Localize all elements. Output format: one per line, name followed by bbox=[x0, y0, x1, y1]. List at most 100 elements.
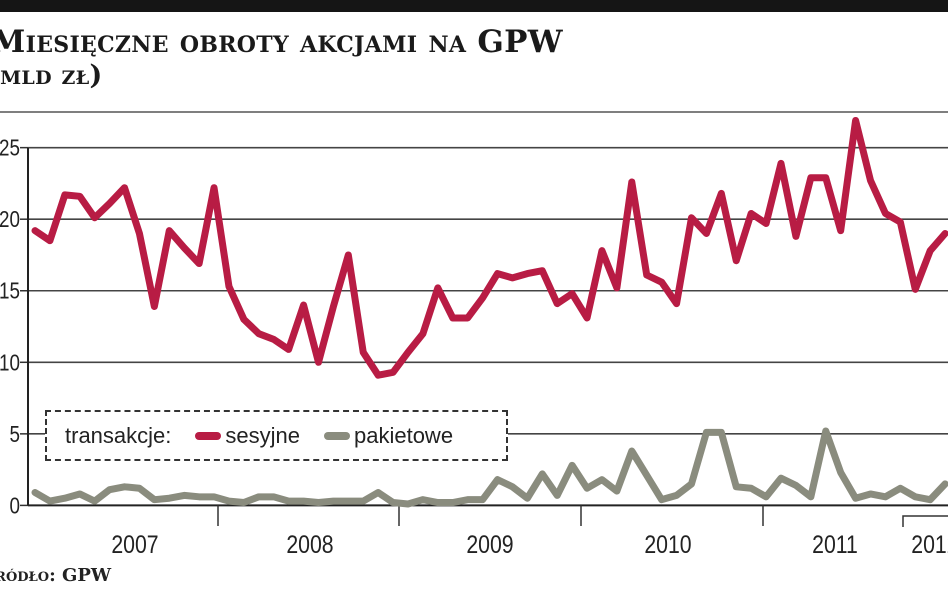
data-point-pakietowe bbox=[137, 486, 142, 491]
chart-unit: (mld zł) bbox=[0, 60, 103, 91]
data-point-pakietowe bbox=[271, 494, 276, 499]
y-tick-label: 15 bbox=[0, 279, 20, 304]
data-point-sesyjne bbox=[316, 360, 321, 365]
data-point-pakietowe bbox=[316, 500, 321, 505]
data-point-sesyjne bbox=[943, 231, 948, 236]
top-bar bbox=[0, 0, 948, 12]
data-point-pakietowe bbox=[495, 477, 500, 482]
data-point-sesyjne bbox=[152, 304, 157, 309]
data-point-sesyjne bbox=[122, 185, 127, 190]
data-point-pakietowe bbox=[525, 496, 530, 501]
data-point-pakietowe bbox=[241, 500, 246, 505]
data-point-sesyjne bbox=[570, 291, 575, 296]
data-point-sesyjne bbox=[689, 215, 694, 220]
data-point-pakietowe bbox=[928, 497, 933, 502]
data-point-pakietowe bbox=[808, 494, 813, 499]
data-point-pakietowe bbox=[47, 499, 52, 504]
data-point-pakietowe bbox=[361, 499, 366, 504]
legend-title: transakcje: bbox=[65, 422, 172, 448]
data-point-pakietowe bbox=[346, 499, 351, 504]
data-point-pakietowe bbox=[107, 487, 112, 492]
data-point-sesyjne bbox=[420, 331, 425, 336]
data-point-pakietowe bbox=[450, 500, 455, 505]
data-point-pakietowe bbox=[868, 491, 873, 496]
data-point-sesyjne bbox=[704, 231, 709, 236]
x-tick-label: 2011 bbox=[812, 530, 858, 558]
y-tick-label: 0 bbox=[10, 494, 20, 519]
data-point-sesyjne bbox=[77, 194, 82, 199]
data-point-pakietowe bbox=[286, 499, 291, 504]
data-point-pakietowe bbox=[33, 490, 37, 495]
data-point-sesyjne bbox=[376, 373, 381, 378]
data-point-sesyjne bbox=[853, 118, 858, 123]
data-point-sesyjne bbox=[659, 280, 664, 285]
data-point-pakietowe bbox=[764, 494, 769, 499]
data-point-sesyjne bbox=[898, 220, 903, 225]
data-point-pakietowe bbox=[913, 494, 918, 499]
x-tick-label: 2009 bbox=[466, 530, 513, 558]
data-point-pakietowe bbox=[883, 494, 888, 499]
data-point-pakietowe bbox=[62, 496, 67, 501]
data-point-sesyjne bbox=[808, 175, 813, 180]
data-point-pakietowe bbox=[77, 491, 82, 496]
data-point-pakietowe bbox=[555, 493, 560, 498]
x-tick-label: 2010 bbox=[644, 530, 691, 558]
data-point-sesyjne bbox=[734, 258, 739, 263]
data-point-sesyjne bbox=[555, 301, 560, 306]
data-point-pakietowe bbox=[92, 499, 97, 504]
data-point-sesyjne bbox=[599, 248, 604, 253]
data-point-sesyjne bbox=[913, 287, 918, 292]
data-point-sesyjne bbox=[226, 284, 231, 289]
data-point-sesyjne bbox=[585, 315, 590, 320]
data-point-pakietowe bbox=[376, 490, 381, 495]
data-point-pakietowe bbox=[674, 493, 679, 498]
data-point-pakietowe bbox=[585, 486, 590, 491]
data-point-sesyjne bbox=[137, 231, 142, 236]
legend-label-pakietowe: pakietowe bbox=[353, 422, 454, 448]
data-point-pakietowe bbox=[256, 494, 261, 499]
chart-title: Miesięczne obroty akcjami na GPW bbox=[0, 24, 563, 60]
data-point-sesyjne bbox=[182, 245, 187, 250]
data-point-pakietowe bbox=[943, 481, 948, 486]
legend: transakcje: sesyjne pakietowe bbox=[45, 410, 508, 461]
data-point-sesyjne bbox=[540, 268, 545, 273]
legend-swatch-pakietowe bbox=[323, 431, 350, 440]
data-point-sesyjne bbox=[361, 350, 366, 355]
x-tick-label: 2008 bbox=[286, 530, 333, 558]
data-point-sesyjne bbox=[450, 315, 455, 320]
data-point-sesyjne bbox=[793, 234, 798, 239]
data-point-pakietowe bbox=[570, 463, 575, 468]
x-tick-label: 2012 bbox=[911, 530, 948, 558]
data-point-pakietowe bbox=[644, 473, 649, 478]
data-point-pakietowe bbox=[420, 497, 425, 502]
data-point-pakietowe bbox=[734, 484, 739, 489]
data-point-sesyjne bbox=[883, 211, 888, 216]
data-point-pakietowe bbox=[212, 494, 217, 499]
data-point-pakietowe bbox=[465, 497, 470, 502]
data-point-sesyjne bbox=[286, 347, 291, 352]
data-point-sesyjne bbox=[525, 271, 530, 276]
data-point-sesyjne bbox=[719, 191, 724, 196]
y-tick-label: 10 bbox=[0, 351, 20, 376]
legend-swatch-sesyjne bbox=[195, 431, 222, 440]
data-point-pakietowe bbox=[182, 493, 187, 498]
data-point-sesyjne bbox=[495, 271, 500, 276]
data-point-pakietowe bbox=[406, 501, 410, 506]
legend-item-pakietowe: pakietowe bbox=[323, 422, 454, 449]
data-point-pakietowe bbox=[659, 497, 664, 502]
data-point-sesyjne bbox=[629, 179, 634, 184]
data-point-sesyjne bbox=[271, 337, 276, 342]
data-point-sesyjne bbox=[435, 285, 440, 290]
x-tick-bracket bbox=[902, 515, 948, 527]
data-point-pakietowe bbox=[898, 486, 903, 491]
data-point-sesyjne bbox=[779, 161, 783, 166]
legend-label-sesyjne: sesyjne bbox=[225, 422, 300, 448]
data-point-pakietowe bbox=[719, 430, 724, 435]
data-point-sesyjne bbox=[838, 228, 843, 233]
data-point-sesyjne bbox=[749, 211, 754, 216]
data-point-pakietowe bbox=[823, 428, 828, 433]
data-point-sesyjne bbox=[62, 192, 67, 197]
y-tick-label: 5 bbox=[10, 422, 20, 447]
data-point-sesyjne bbox=[391, 370, 396, 375]
